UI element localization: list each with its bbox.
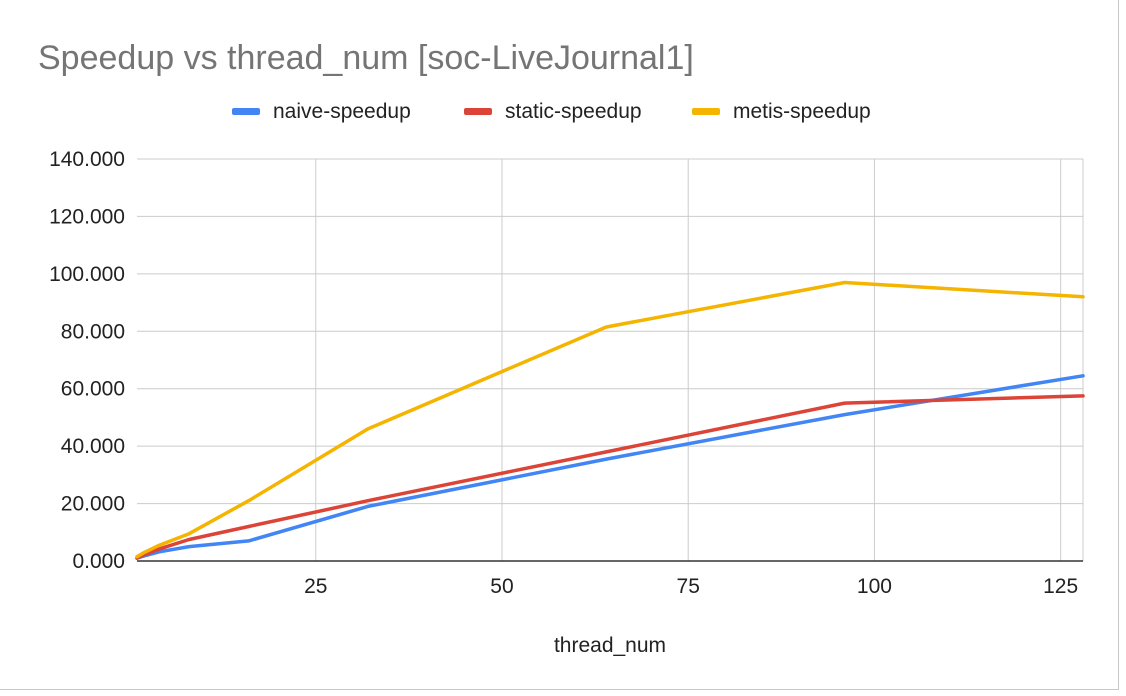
legend-swatch xyxy=(464,108,492,115)
y-tick-label: 60.000 xyxy=(61,378,125,401)
y-tick-label: 100.000 xyxy=(49,263,125,286)
x-tick-label: 75 xyxy=(677,575,700,598)
legend-label: naive-speedup xyxy=(273,100,411,123)
y-tick-label: 40.000 xyxy=(61,435,125,458)
legend-item: static-speedup xyxy=(464,100,642,123)
y-tick-label: 120.000 xyxy=(49,205,125,228)
series-line-static-speedup xyxy=(135,394,1085,560)
x-tick-label: 125 xyxy=(1043,575,1078,598)
legend-swatch xyxy=(692,108,720,115)
x-tick-label: 50 xyxy=(490,575,513,598)
plot-area xyxy=(135,280,1085,560)
x-tick-label: 25 xyxy=(304,575,327,598)
legend-swatch xyxy=(232,108,260,115)
y-tick-label: 20.000 xyxy=(61,493,125,516)
y-tick-label: 80.000 xyxy=(61,320,125,343)
legend-label: metis-speedup xyxy=(733,100,871,123)
grid xyxy=(137,158,1084,562)
series-line-metis-speedup xyxy=(135,280,1085,559)
series-line-naive-speedup xyxy=(135,374,1085,560)
legend-item: naive-speedup xyxy=(232,100,411,123)
legend: naive-speedup static-speedup metis-speedup xyxy=(232,100,871,123)
x-tick-label: 100 xyxy=(857,575,892,598)
y-tick-label: 140.000 xyxy=(49,148,125,171)
x-axis: 25 50 75 100 125 xyxy=(304,575,1078,598)
x-axis-title: thread_num xyxy=(554,634,666,657)
legend-label: static-speedup xyxy=(505,100,642,123)
chart-title: Speedup vs thread_num [soc-LiveJournal1] xyxy=(38,39,694,77)
y-axis: 0.000 20.000 40.000 60.000 80.000 100.000 120.… xyxy=(49,148,125,573)
y-tick-label: 0.000 xyxy=(72,550,125,573)
legend-item: metis-speedup xyxy=(692,100,871,123)
